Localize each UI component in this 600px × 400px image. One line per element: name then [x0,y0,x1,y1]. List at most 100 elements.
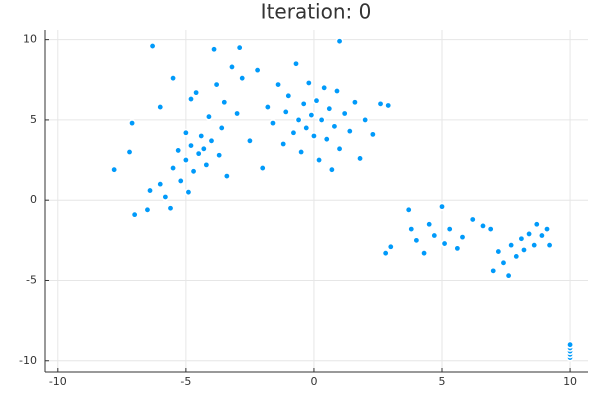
point [192,88,201,97]
point [217,123,226,132]
point [322,135,331,144]
point [194,149,203,158]
point [335,144,344,153]
point [268,119,277,128]
point [284,91,293,100]
point [317,115,326,124]
point [156,180,165,189]
point [512,252,521,261]
point [128,119,137,128]
point [210,45,219,54]
point [289,128,298,137]
point [504,271,513,280]
point [519,245,528,254]
point [404,205,413,214]
x-tick-label: 5 [439,375,446,388]
point [486,225,495,234]
point [263,103,272,112]
point [169,74,178,83]
point [368,130,377,139]
point [543,225,552,234]
x-tick-label: 10 [563,375,577,388]
point [181,128,190,137]
y-tick-label: 5 [30,113,37,126]
point [494,247,503,256]
point [199,144,208,153]
point [304,78,313,87]
point [253,66,262,75]
point [189,167,198,176]
point [458,233,467,242]
point [220,98,229,107]
point [186,95,195,104]
point [281,107,290,116]
x-tick-label: -5 [180,375,191,388]
point [325,104,334,113]
point [376,99,385,108]
point [307,111,316,120]
point [332,87,341,96]
point [181,156,190,165]
point [489,266,498,275]
point [335,37,344,46]
y-tick-label: 10 [23,33,37,46]
point [174,146,183,155]
point [566,340,575,349]
point [315,156,324,165]
point [143,205,152,214]
point [110,165,119,174]
point [130,210,139,219]
point [204,112,213,121]
point [312,96,321,105]
point [274,80,283,89]
point [227,62,236,71]
point [330,122,339,131]
y-tick-label: -5 [26,273,37,286]
x-tick-label: -10 [49,375,67,388]
point [386,242,395,251]
point [517,234,526,243]
point [235,43,244,52]
point [292,59,301,68]
point [212,80,221,89]
point [297,148,306,157]
point [161,192,170,201]
point [258,164,267,173]
point [148,42,157,51]
point [345,127,354,136]
point [299,99,308,108]
point [532,220,541,229]
point [438,202,447,211]
point [197,131,206,140]
point [327,165,336,174]
point [420,249,429,258]
point [425,220,434,229]
y-tick-label: 0 [30,193,37,206]
point [215,151,224,160]
point [530,241,539,250]
point [350,98,359,107]
point [412,236,421,245]
point [146,186,155,195]
point [440,239,449,248]
point [320,83,329,92]
point [453,244,462,253]
point [468,215,477,224]
x-tick-label: 0 [310,375,317,388]
point [222,172,231,181]
point [340,109,349,118]
point [245,136,254,145]
point [125,148,134,157]
y-tick-label: -10 [19,354,37,367]
point [186,141,195,150]
point [430,231,439,240]
point [294,115,303,124]
point [537,231,546,240]
point [279,140,288,149]
point [156,103,165,112]
point [233,109,242,118]
point [176,176,185,185]
point [545,241,554,250]
point [407,225,416,234]
